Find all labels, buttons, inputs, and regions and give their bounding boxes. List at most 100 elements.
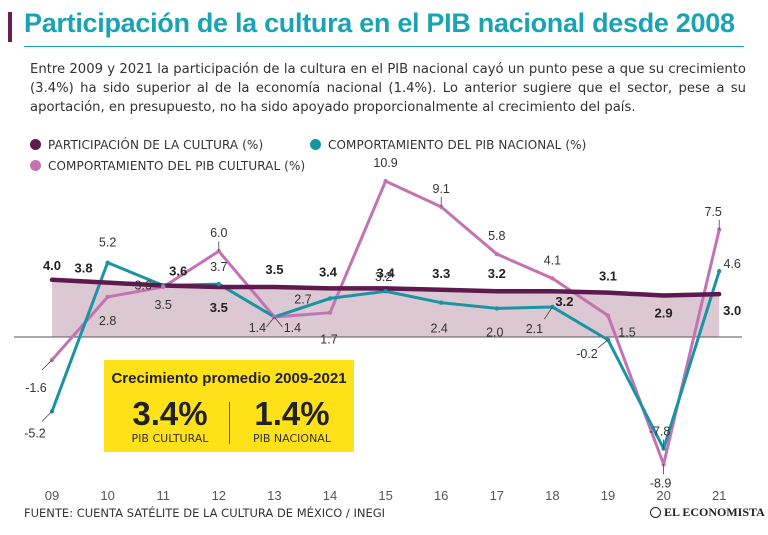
label-national-17: 2.0: [486, 325, 503, 339]
subtitle-paragraph: Entre 2009 y 2021 la participación de la…: [30, 62, 746, 115]
source-note: FUENTE: CUENTA SATÉLITE DE LA CULTURA DE…: [24, 506, 386, 520]
label-cultural-14: 1.7: [320, 333, 337, 347]
label-participation-16: 3.3: [432, 266, 450, 281]
average-divider: [229, 402, 230, 444]
label-participation-14: 3.4: [319, 264, 338, 279]
point-national-12: [216, 281, 221, 287]
x-tick-19: 19: [601, 488, 615, 503]
label-national-21: 4.6: [724, 257, 741, 271]
average-cultural-label: PIB CULTURAL: [131, 432, 209, 445]
title-divider: [24, 46, 744, 47]
legend-label-participation: PARTICIPACIÓN DE LA CULTURA (%): [48, 138, 264, 152]
point-national-18: [550, 304, 555, 310]
average-national-value: 1.4%: [254, 395, 330, 432]
point-cultural-18: [550, 276, 555, 281]
label-participation-19: 3.1: [599, 269, 617, 284]
x-tick-13: 13: [267, 488, 281, 503]
legend-dot-national: [310, 139, 321, 150]
x-tick-14: 14: [323, 488, 337, 503]
leader-tick-1: [41, 411, 53, 422]
x-tick-11: 11: [156, 488, 170, 503]
legend-item-cultural: COMPORTAMIENTO DEL PIB CULTURAL (%): [30, 159, 305, 173]
label-cultural-18: 4.1: [544, 253, 561, 267]
point-national-21: [717, 269, 722, 274]
label-national-10: 5.2: [99, 236, 116, 250]
label-national-18: 2.1: [526, 322, 543, 336]
point-cultural-15: [383, 178, 388, 184]
label-participation-12: 3.5: [210, 300, 228, 315]
legend-label-national: COMPORTAMIENTO DEL PIB NACIONAL (%): [328, 138, 587, 152]
label-cultural-21: 7.5: [705, 205, 722, 219]
legend-item-national: COMPORTAMIENTO DEL PIB NACIONAL (%): [310, 138, 586, 152]
label-participation-11: 3.6: [169, 264, 187, 279]
label-national-15: 3.2: [375, 270, 392, 284]
label-cultural-15: 10.9: [373, 156, 397, 170]
x-tick-12: 12: [212, 488, 226, 503]
x-tick-21: 21: [712, 488, 726, 503]
legend-dot-participation: [30, 139, 41, 150]
x-tick-20: 20: [656, 488, 670, 503]
label-participation-20: 2.9: [655, 306, 673, 321]
point-cultural-20: [661, 462, 666, 467]
label-participation-13: 3.5: [265, 262, 283, 277]
point-cultural-11: [161, 284, 166, 290]
page-title: Participación de la cultura en el PIB na…: [24, 8, 735, 38]
point-national-15: [383, 289, 388, 294]
x-tick-10: 10: [100, 488, 114, 503]
x-tick-17: 17: [490, 488, 504, 503]
legend-dot-cultural: [30, 160, 41, 171]
label-national-19: -0.2: [576, 347, 598, 361]
x-tick-09: 09: [45, 488, 59, 503]
x-tick-18: 18: [545, 488, 559, 503]
label-national-16: 2.4: [431, 322, 448, 336]
label-cultural-12: 6.0: [210, 226, 227, 240]
point-national-10: [105, 260, 110, 265]
leader-tick-2: [266, 316, 275, 328]
x-tick-15: 15: [378, 488, 392, 503]
average-cultural-value: 3.4%: [132, 395, 208, 432]
label-cultural-10: 2.8: [99, 314, 116, 328]
point-cultural-10: [105, 294, 110, 300]
label-participation-18: 3.2: [555, 294, 573, 309]
leader-tick-4: [597, 339, 609, 349]
label-participation-17: 3.2: [488, 266, 506, 281]
label-national-20: -7.8: [649, 425, 671, 439]
point-national-16: [439, 300, 444, 305]
average-national: 1.4% PIB NACIONAL: [232, 395, 352, 446]
label-cultural-09: -1.6: [25, 381, 47, 395]
average-national-label: PIB NACIONAL: [253, 432, 331, 445]
legend-label-cultural: COMPORTAMIENTO DEL PIB CULTURAL (%): [48, 159, 306, 173]
average-growth-title: Crecimiento promedio 2009-2021: [111, 370, 347, 387]
point-national-14: [327, 296, 333, 301]
leader-tick-0: [41, 359, 53, 371]
label-cultural-16: 9.1: [433, 182, 450, 196]
label-national-11: 3.6: [135, 279, 152, 293]
label-national-14: 2.7: [294, 292, 311, 306]
leader-tick-8: [544, 306, 553, 320]
publisher-logo: EL ECONOMISTA: [650, 505, 765, 520]
label-participation-15: 3.4: [377, 265, 396, 280]
label-cultural-11: 3.5: [155, 298, 172, 312]
x-tick-16: 16: [434, 488, 448, 503]
label-cultural-17: 5.8: [488, 229, 505, 243]
label-national-12: 3.7: [210, 260, 227, 274]
label-participation-21: 3.0: [723, 303, 741, 318]
label-cultural-13: 1.4: [249, 321, 266, 335]
label-participation-10: 3.8: [75, 261, 93, 276]
label-cultural-20: -8.9: [650, 476, 672, 490]
publisher-logo-text: EL ECONOMISTA: [664, 505, 765, 519]
leader-tick-3: [274, 316, 283, 328]
legend-item-participation: PARTICIPACIÓN DE LA CULTURA (%): [30, 138, 263, 152]
average-cultural: 3.4% PIB CULTURAL: [110, 395, 230, 446]
label-national-09: -5.2: [24, 426, 46, 440]
average-growth-box: Crecimiento promedio 2009-2021 3.4% PIB …: [104, 360, 354, 452]
point-national-17: [494, 306, 499, 311]
label-cultural-19: 1.5: [618, 326, 635, 340]
label-participation-09: 4.0: [43, 258, 61, 273]
point-cultural-14: [327, 310, 333, 315]
point-cultural-19: [605, 313, 611, 318]
participation-band: [52, 279, 720, 337]
title-accent-bar: [8, 12, 12, 42]
